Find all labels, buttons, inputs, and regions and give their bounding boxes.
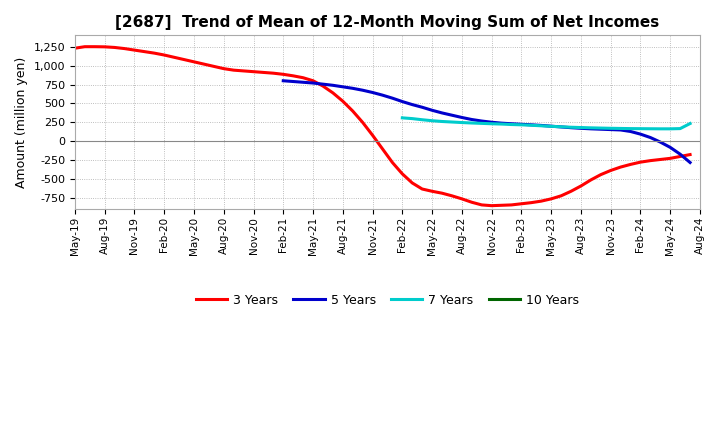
7 Years — [457, 120, 466, 125]
7 Years — [467, 121, 476, 126]
5 Years — [408, 102, 417, 107]
7 Years — [537, 123, 546, 128]
5 Years — [398, 99, 407, 104]
5 Years — [656, 139, 665, 145]
5 Years — [388, 95, 397, 101]
3 Years — [517, 201, 526, 206]
5 Years — [467, 117, 476, 122]
7 Years — [517, 122, 526, 128]
5 Years — [557, 124, 565, 129]
7 Years — [507, 122, 516, 127]
7 Years — [438, 119, 446, 124]
5 Years — [319, 81, 328, 87]
7 Years — [418, 117, 426, 122]
5 Years — [487, 120, 496, 125]
7 Years — [616, 126, 625, 131]
3 Years — [71, 46, 79, 51]
5 Years — [289, 79, 297, 84]
5 Years — [279, 78, 287, 84]
5 Years — [457, 115, 466, 120]
5 Years — [577, 126, 585, 131]
5 Years — [587, 126, 595, 132]
7 Years — [577, 125, 585, 130]
3 Years — [81, 44, 89, 49]
5 Years — [498, 121, 506, 126]
5 Years — [537, 123, 546, 128]
7 Years — [606, 126, 615, 131]
7 Years — [676, 126, 685, 131]
7 Years — [428, 118, 436, 123]
5 Years — [666, 145, 675, 150]
7 Years — [448, 119, 456, 125]
5 Years — [418, 105, 426, 110]
7 Years — [487, 121, 496, 126]
7 Years — [498, 121, 506, 127]
5 Years — [527, 122, 536, 128]
5 Years — [348, 86, 357, 91]
3 Years — [249, 69, 258, 74]
5 Years — [477, 118, 486, 124]
Y-axis label: Amount (million yen): Amount (million yen) — [15, 57, 28, 188]
7 Years — [666, 126, 675, 132]
7 Years — [636, 126, 645, 131]
3 Years — [368, 132, 377, 138]
5 Years — [676, 151, 685, 157]
7 Years — [685, 121, 694, 126]
5 Years — [299, 80, 307, 85]
Line: 7 Years: 7 Years — [402, 118, 690, 129]
7 Years — [626, 126, 635, 131]
3 Years — [388, 160, 397, 165]
5 Years — [309, 81, 318, 86]
5 Years — [685, 160, 694, 165]
5 Years — [378, 92, 387, 98]
7 Years — [527, 123, 536, 128]
7 Years — [567, 125, 575, 130]
7 Years — [398, 115, 407, 121]
5 Years — [438, 110, 446, 116]
7 Years — [477, 121, 486, 126]
5 Years — [428, 108, 436, 113]
7 Years — [547, 124, 556, 129]
7 Years — [557, 124, 565, 129]
7 Years — [587, 125, 595, 131]
5 Years — [448, 113, 456, 118]
7 Years — [596, 125, 605, 131]
Legend: 3 Years, 5 Years, 7 Years, 10 Years: 3 Years, 5 Years, 7 Years, 10 Years — [191, 289, 584, 312]
5 Years — [507, 121, 516, 126]
3 Years — [487, 203, 496, 208]
5 Years — [646, 135, 654, 140]
3 Years — [676, 154, 685, 159]
5 Years — [567, 125, 575, 130]
Line: 5 Years: 5 Years — [283, 81, 690, 162]
3 Years — [685, 152, 694, 157]
5 Years — [596, 127, 605, 132]
7 Years — [656, 126, 665, 132]
5 Years — [338, 84, 347, 89]
5 Years — [606, 127, 615, 132]
Line: 3 Years: 3 Years — [75, 47, 690, 205]
5 Years — [328, 83, 337, 88]
5 Years — [517, 121, 526, 127]
5 Years — [616, 127, 625, 132]
Title: [2687]  Trend of Mean of 12-Month Moving Sum of Net Incomes: [2687] Trend of Mean of 12-Month Moving … — [115, 15, 660, 30]
5 Years — [359, 88, 367, 93]
5 Years — [368, 90, 377, 95]
7 Years — [408, 116, 417, 121]
3 Years — [269, 70, 278, 76]
5 Years — [636, 132, 645, 137]
5 Years — [547, 124, 556, 129]
7 Years — [646, 126, 654, 132]
5 Years — [626, 129, 635, 134]
